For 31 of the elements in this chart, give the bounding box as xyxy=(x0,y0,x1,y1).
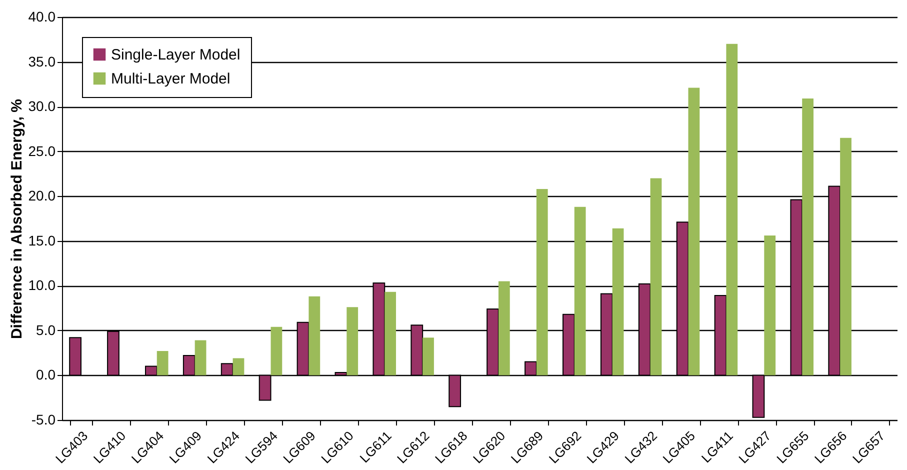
y-tick-label: -5.0 xyxy=(31,412,56,428)
bar xyxy=(650,178,662,376)
y-tick-label: 25.0 xyxy=(28,142,56,159)
y-tick-label: 5.0 xyxy=(36,322,56,338)
y-tick-label: 35.0 xyxy=(28,53,56,70)
bar xyxy=(194,340,206,376)
bar xyxy=(498,281,510,376)
bar xyxy=(308,296,320,376)
bar xyxy=(536,188,548,376)
y-axis-title: Difference in Absorbed Energy, % xyxy=(8,98,26,340)
bar xyxy=(574,206,586,376)
bar xyxy=(840,138,852,376)
bar xyxy=(422,338,434,376)
bar xyxy=(764,236,776,376)
y-tick-label: 40.0 xyxy=(28,8,56,24)
y-tick-label: 30.0 xyxy=(28,98,56,114)
bar xyxy=(384,292,396,376)
bar xyxy=(802,98,814,376)
y-tick-label: 20.0 xyxy=(28,188,56,204)
legend-label: Single-Layer Model xyxy=(111,46,240,64)
y-tick-label: 0.0 xyxy=(36,366,56,383)
bar xyxy=(612,228,624,376)
y-tick-label: 15.0 xyxy=(28,232,56,248)
bar xyxy=(688,88,700,376)
bar xyxy=(726,44,738,376)
bar xyxy=(270,326,282,376)
legend-label: Multi-Layer Model xyxy=(111,70,230,88)
bar xyxy=(346,307,358,376)
bar xyxy=(156,351,168,376)
y-tick-label: 10.0 xyxy=(28,277,56,294)
bar xyxy=(232,358,244,376)
